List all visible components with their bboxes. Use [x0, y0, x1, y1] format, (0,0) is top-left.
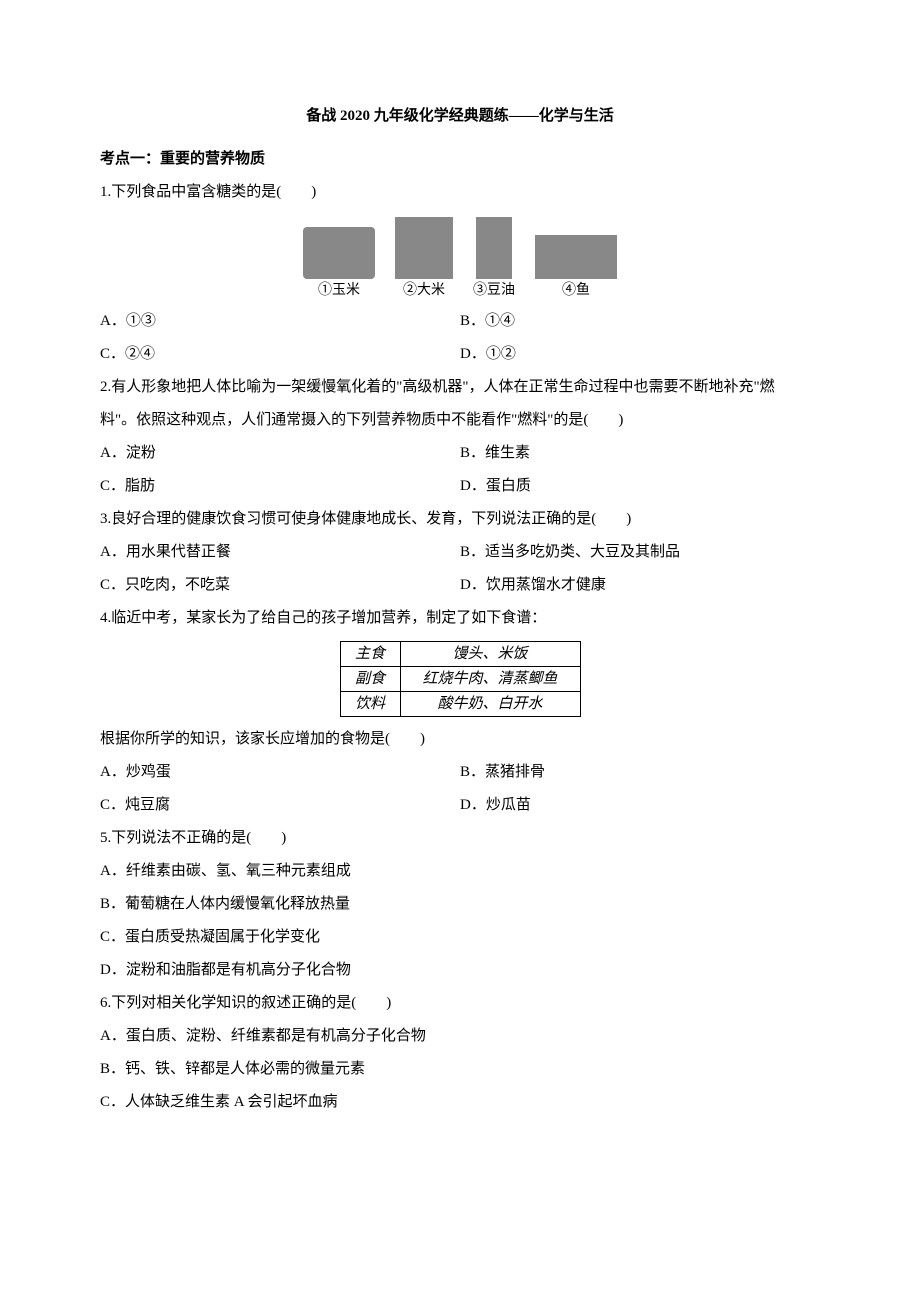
q3-stem: 3.良好合理的健康饮食习惯可使身体健康地成长、发育，下列说法正确的是( )	[100, 503, 820, 536]
q1-opt-d: D．①②	[460, 338, 820, 371]
q1-image-corn: ①玉米	[303, 227, 375, 301]
q3-opt-c: C．只吃肉，不吃菜	[100, 569, 460, 602]
q6-options: A．蛋白质、淀粉、纤维素都是有机高分子化合物 B．钙、铁、锌都是人体必需的微量元…	[100, 1020, 820, 1119]
q1-caption-3: ③豆油	[473, 281, 515, 301]
q4-follow: 根据你所学的知识，该家长应增加的食物是( )	[100, 723, 820, 756]
q2-opt-d: D．蛋白质	[460, 470, 820, 503]
q2-line1: 2.有人形象地把人体比喻为一架缓慢氧化着的"高级机器"，人体在正常生命过程中也需…	[100, 371, 820, 404]
q5-stem: 5.下列说法不正确的是( )	[100, 822, 820, 855]
q2-opt-b: B．维生素	[460, 437, 820, 470]
q2-opt-a: A．淀粉	[100, 437, 460, 470]
q4-r1c1: 主食	[340, 641, 400, 666]
q5-opt-b: B．葡萄糖在人体内缓慢氧化释放热量	[100, 888, 820, 921]
q3-opt-d: D．饮用蒸馏水才健康	[460, 569, 820, 602]
section-heading: 考点一：重要的营养物质	[100, 143, 820, 176]
question-5: 5.下列说法不正确的是( ) A．纤维素由碳、氢、氧三种元素组成 B．葡萄糖在人…	[100, 822, 820, 987]
question-1: 1.下列食品中富含糖类的是( ) ①玉米 ②大米 ③豆油 ④鱼 A．①③ B．①…	[100, 176, 820, 371]
q1-caption-4: ④鱼	[562, 281, 590, 301]
question-4: 4.临近中考，某家长为了给自己的孩子增加营养，制定了如下食谱： 主食 馒头、米饭…	[100, 602, 820, 822]
q3-options: A．用水果代替正餐 B．适当多吃奶类、大豆及其制品 C．只吃肉，不吃菜 D．饮用…	[100, 536, 820, 602]
q4-options: A．炒鸡蛋 B．蒸猪排骨 C．炖豆腐 D．炒瓜苗	[100, 756, 820, 822]
q4-r1c2: 馒头、米饭	[400, 641, 580, 666]
q6-stem: 6.下列对相关化学知识的叙述正确的是( )	[100, 987, 820, 1020]
q2-line2: 料"。依照这种观点，人们通常摄入的下列营养物质中不能看作"燃料"的是( )	[100, 404, 820, 437]
q4-r2c1: 副食	[340, 666, 400, 691]
q6-opt-b: B．钙、铁、锌都是人体必需的微量元素	[100, 1053, 820, 1086]
q1-options: A．①③ B．①④ C．②④ D．①②	[100, 305, 820, 371]
oil-image	[476, 217, 512, 279]
q4-opt-c: C．炖豆腐	[100, 789, 460, 822]
q1-image-rice: ②大米	[395, 217, 453, 301]
q4-r2c2: 红烧牛肉、清蒸鲫鱼	[400, 666, 580, 691]
q5-opt-c: C．蛋白质受热凝固属于化学变化	[100, 921, 820, 954]
q1-opt-c: C．②④	[100, 338, 460, 371]
question-3: 3.良好合理的健康饮食习惯可使身体健康地成长、发育，下列说法正确的是( ) A．…	[100, 503, 820, 602]
q5-opt-d: D．淀粉和油脂都是有机高分子化合物	[100, 954, 820, 987]
q4-stem: 4.临近中考，某家长为了给自己的孩子增加营养，制定了如下食谱：	[100, 602, 820, 635]
q5-options: A．纤维素由碳、氢、氧三种元素组成 B．葡萄糖在人体内缓慢氧化释放热量 C．蛋白…	[100, 855, 820, 987]
q4-table: 主食 馒头、米饭 副食 红烧牛肉、清蒸鲫鱼 饮料 酸牛奶、白开水	[340, 641, 581, 717]
q4-r3c1: 饮料	[340, 691, 400, 716]
question-2: 2.有人形象地把人体比喻为一架缓慢氧化着的"高级机器"，人体在正常生命过程中也需…	[100, 371, 820, 503]
q6-opt-a: A．蛋白质、淀粉、纤维素都是有机高分子化合物	[100, 1020, 820, 1053]
q4-r3c2: 酸牛奶、白开水	[400, 691, 580, 716]
q1-image-oil: ③豆油	[473, 217, 515, 301]
q2-options: A．淀粉 B．维生素 C．脂肪 D．蛋白质	[100, 437, 820, 503]
q1-images: ①玉米 ②大米 ③豆油 ④鱼	[100, 217, 820, 301]
corn-image	[303, 227, 375, 279]
q3-opt-a: A．用水果代替正餐	[100, 536, 460, 569]
q4-opt-a: A．炒鸡蛋	[100, 756, 460, 789]
question-6: 6.下列对相关化学知识的叙述正确的是( ) A．蛋白质、淀粉、纤维素都是有机高分…	[100, 987, 820, 1119]
q1-image-fish: ④鱼	[535, 235, 617, 301]
q1-opt-b: B．①④	[460, 305, 820, 338]
page-title: 备战 2020 九年级化学经典题练——化学与生活	[100, 100, 820, 133]
q2-opt-c: C．脂肪	[100, 470, 460, 503]
q6-opt-c: C．人体缺乏维生素 A 会引起坏血病	[100, 1086, 820, 1119]
fish-image	[535, 235, 617, 279]
q5-opt-a: A．纤维素由碳、氢、氧三种元素组成	[100, 855, 820, 888]
rice-image	[395, 217, 453, 279]
q1-opt-a: A．①③	[100, 305, 460, 338]
q3-opt-b: B．适当多吃奶类、大豆及其制品	[460, 536, 820, 569]
q1-caption-2: ②大米	[403, 281, 445, 301]
q1-stem: 1.下列食品中富含糖类的是( )	[100, 176, 820, 209]
q1-caption-1: ①玉米	[318, 281, 360, 301]
q4-opt-b: B．蒸猪排骨	[460, 756, 820, 789]
q4-opt-d: D．炒瓜苗	[460, 789, 820, 822]
